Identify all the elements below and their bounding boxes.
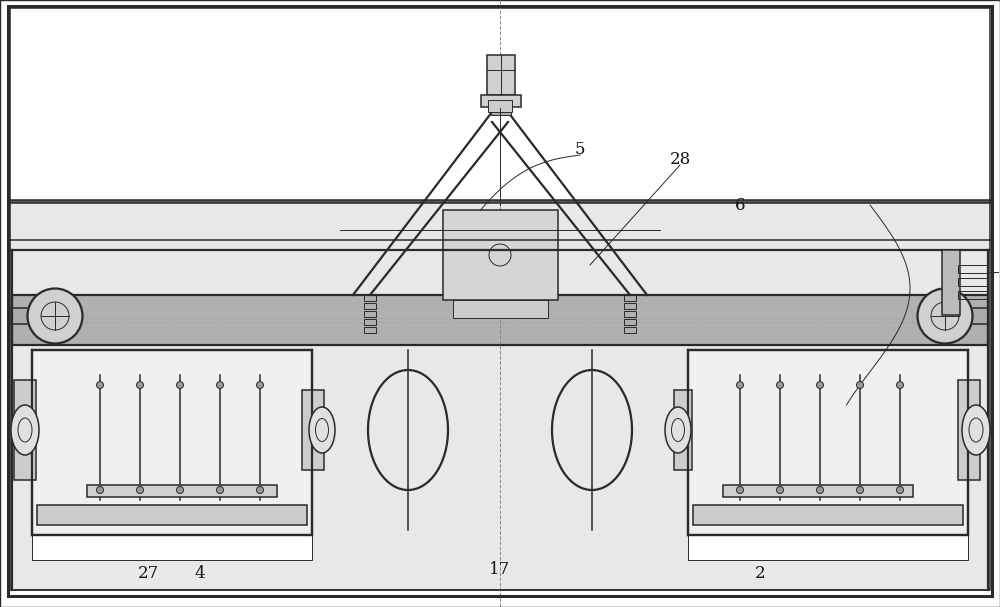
Ellipse shape — [96, 382, 104, 388]
Bar — [10, 250, 990, 590]
Bar — [688, 350, 968, 535]
Bar — [688, 350, 968, 560]
Text: 6: 6 — [735, 197, 745, 214]
Bar — [624, 303, 636, 309]
Text: 28: 28 — [669, 152, 691, 169]
Bar — [32, 350, 312, 535]
Ellipse shape — [28, 288, 82, 344]
Bar — [340, 350, 660, 560]
Bar — [8, 6, 992, 201]
Text: 27: 27 — [137, 565, 159, 582]
Bar — [624, 295, 636, 301]
Bar — [624, 327, 636, 333]
Ellipse shape — [176, 486, 184, 493]
Bar — [958, 265, 988, 273]
Ellipse shape — [816, 382, 824, 388]
Bar — [10, 8, 990, 203]
Ellipse shape — [256, 486, 264, 493]
Bar — [364, 319, 376, 325]
Bar — [674, 390, 692, 470]
Text: 2: 2 — [755, 565, 765, 582]
Bar — [10, 203, 990, 250]
Bar — [12, 295, 988, 345]
Bar — [693, 505, 963, 525]
Bar — [14, 380, 36, 480]
Bar — [481, 95, 521, 107]
Ellipse shape — [11, 405, 39, 455]
Ellipse shape — [856, 382, 864, 388]
Ellipse shape — [736, 382, 744, 388]
Ellipse shape — [736, 486, 744, 493]
Ellipse shape — [176, 382, 184, 388]
Bar — [942, 250, 960, 315]
Bar — [364, 311, 376, 317]
Ellipse shape — [136, 486, 144, 493]
Bar — [958, 278, 988, 286]
Bar — [624, 311, 636, 317]
Ellipse shape — [665, 407, 691, 453]
Bar — [10, 308, 45, 324]
Bar — [488, 100, 512, 112]
Bar — [958, 380, 980, 480]
Bar — [955, 308, 988, 324]
Bar — [723, 485, 913, 497]
Ellipse shape — [216, 382, 224, 388]
Bar — [624, 319, 636, 325]
Ellipse shape — [776, 382, 784, 388]
Ellipse shape — [256, 382, 264, 388]
Bar — [443, 210, 558, 300]
Ellipse shape — [962, 405, 990, 455]
Ellipse shape — [816, 486, 824, 493]
Ellipse shape — [896, 382, 904, 388]
Bar — [958, 291, 988, 299]
Text: 5: 5 — [575, 141, 585, 158]
Bar — [364, 295, 376, 301]
Bar — [491, 107, 511, 115]
Ellipse shape — [776, 486, 784, 493]
Bar — [453, 300, 548, 318]
Ellipse shape — [918, 288, 972, 344]
Bar — [487, 55, 515, 95]
Bar — [32, 350, 312, 560]
Bar — [364, 327, 376, 333]
Bar — [87, 485, 277, 497]
Bar — [37, 505, 307, 525]
Text: 17: 17 — [489, 561, 511, 578]
Ellipse shape — [136, 382, 144, 388]
Ellipse shape — [216, 486, 224, 493]
Ellipse shape — [96, 486, 104, 493]
Ellipse shape — [896, 486, 904, 493]
Ellipse shape — [309, 407, 335, 453]
Bar — [302, 390, 324, 470]
Text: 4: 4 — [195, 565, 205, 582]
Ellipse shape — [856, 486, 864, 493]
Bar — [364, 303, 376, 309]
